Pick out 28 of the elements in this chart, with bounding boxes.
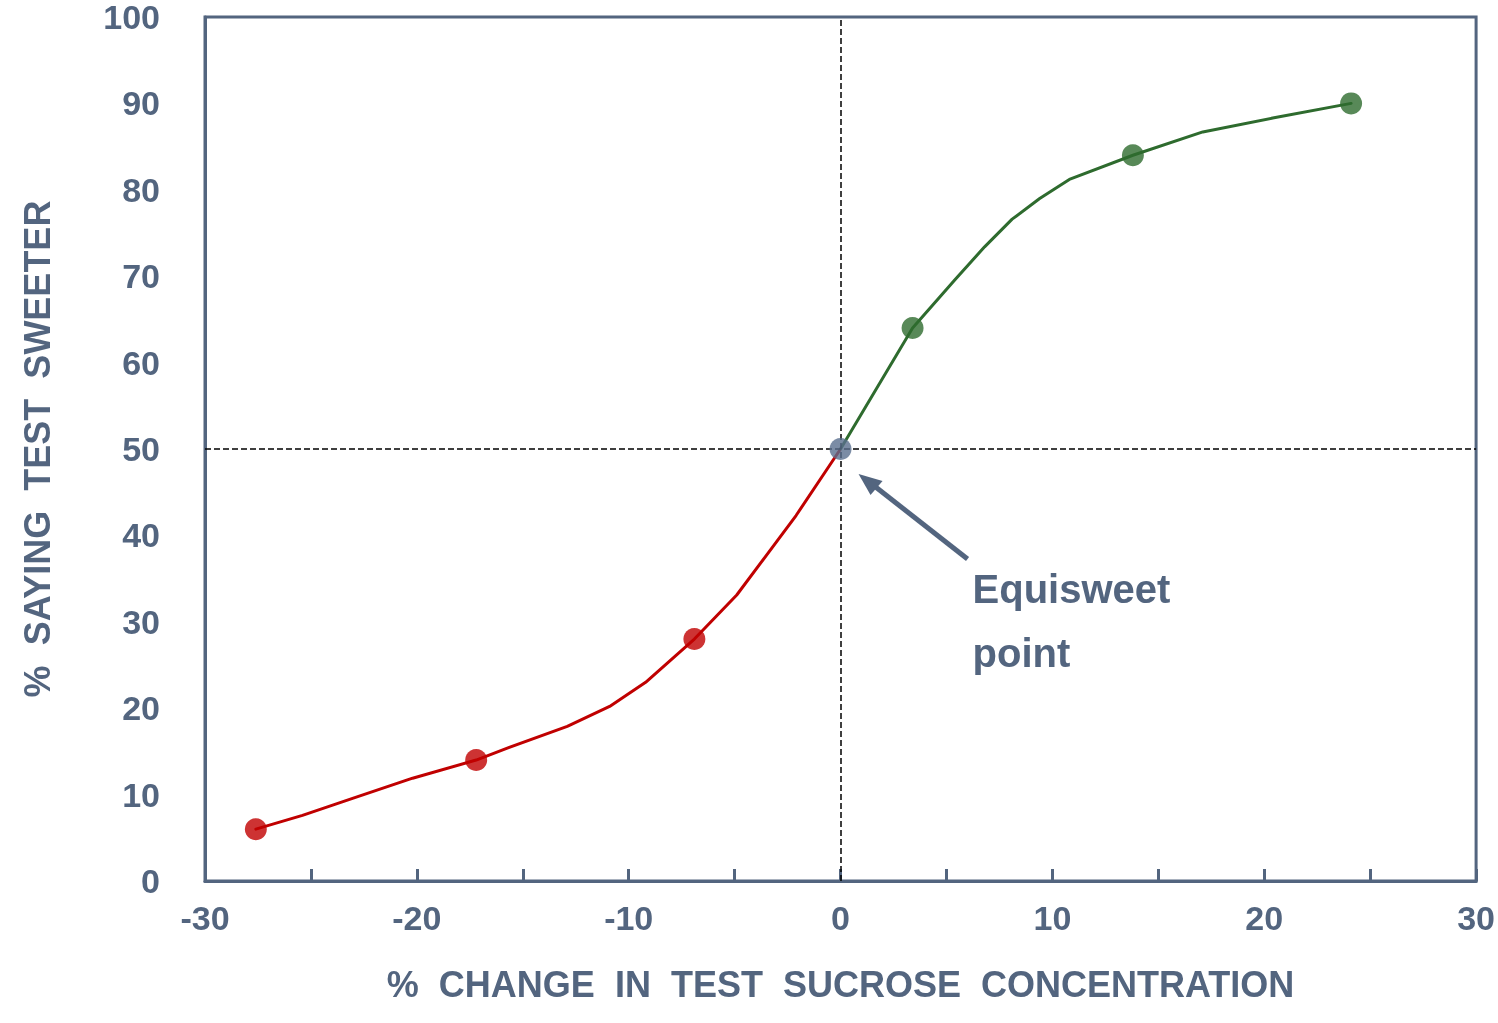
point	[1340, 92, 1363, 115]
y-tick-label: 70	[122, 257, 160, 296]
y-tick-label: 90	[122, 84, 160, 123]
point	[1121, 144, 1144, 167]
x-axis-title: % CHANGE IN TEST SUCROSE CONCENTRATION	[386, 963, 1295, 1005]
x-tick-label: -30	[180, 899, 230, 937]
y-tick-label: 30	[122, 602, 160, 641]
y-tick-label: 0	[141, 862, 160, 900]
x-tick-label: 10	[1033, 899, 1072, 937]
x-tick-label: -20	[392, 899, 442, 937]
point	[683, 628, 706, 651]
point	[829, 438, 852, 460]
y-tick-label: 40	[122, 516, 160, 555]
x-tick-label: 0	[831, 899, 851, 937]
y-axis-title: % SAYING TEST SWEETER	[16, 200, 58, 698]
y-tick-label: 60	[122, 343, 160, 382]
x-tick-label: 20	[1245, 899, 1284, 937]
y-tick-label: 100	[103, 0, 160, 36]
x-tick-label: -10	[604, 899, 654, 937]
y-tick-label: 10	[122, 775, 160, 814]
x-tick-label: 30	[1457, 899, 1495, 937]
point	[465, 749, 488, 772]
y-tick-label: 20	[122, 689, 160, 728]
y-tick-label: 80	[122, 170, 160, 209]
point	[901, 317, 924, 340]
y-tick-label: 50	[122, 430, 160, 468]
annotation: Equisweet point	[972, 567, 1171, 675]
point	[244, 818, 267, 841]
